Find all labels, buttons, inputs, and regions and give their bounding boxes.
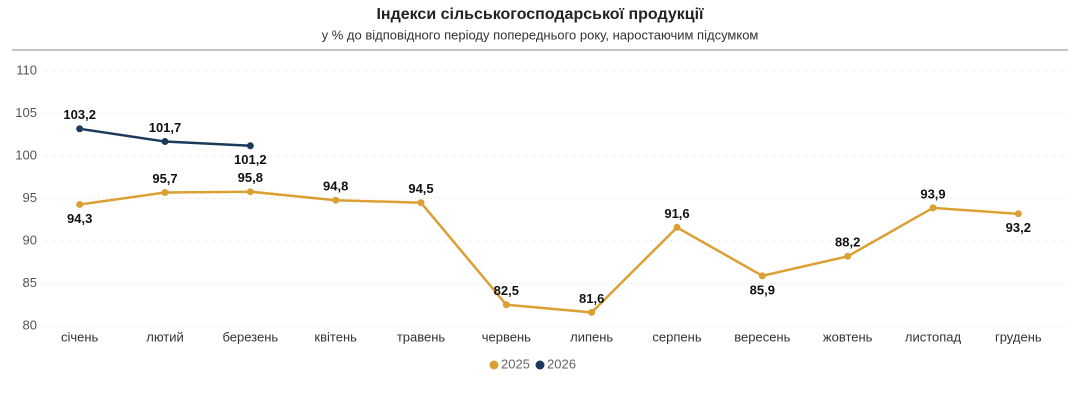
data-label: 88,2 xyxy=(835,235,860,250)
data-label: 93,9 xyxy=(920,186,945,201)
data-point xyxy=(844,252,852,260)
data-point xyxy=(417,199,425,207)
data-label: 95,8 xyxy=(238,170,263,185)
data-point xyxy=(588,308,596,316)
series-line xyxy=(79,190,1019,314)
y-tick-label: 85 xyxy=(23,275,37,290)
data-label: 81,6 xyxy=(579,291,604,306)
legend-marker xyxy=(489,360,499,370)
data-point xyxy=(161,138,169,146)
legend-marker xyxy=(535,360,545,370)
data-label: 94,8 xyxy=(323,179,348,194)
x-tick-label: серпень xyxy=(652,329,701,344)
data-label: 103,2 xyxy=(63,107,96,122)
data-label: 95,7 xyxy=(152,171,177,186)
data-point xyxy=(1014,210,1022,218)
data-point xyxy=(246,142,254,150)
y-tick-label: 90 xyxy=(23,232,37,247)
y-tick-label: 95 xyxy=(23,190,37,205)
data-point xyxy=(76,125,84,133)
data-label: 101,7 xyxy=(149,120,182,135)
x-tick-label: січень xyxy=(61,329,99,344)
data-label: 91,6 xyxy=(664,206,689,221)
data-point xyxy=(332,196,340,204)
x-tick-label: лютий xyxy=(146,329,184,344)
data-label: 101,2 xyxy=(234,152,267,167)
data-point xyxy=(246,188,254,196)
data-point xyxy=(758,272,766,280)
y-tick-label: 100 xyxy=(15,147,37,162)
legend-label: 2026 xyxy=(547,356,576,371)
y-tick-label: 80 xyxy=(23,317,37,332)
x-tick-label: березень xyxy=(222,329,278,344)
y-tick-label: 110 xyxy=(16,62,37,77)
data-label: 85,9 xyxy=(750,282,775,297)
x-tick-label: квітень xyxy=(314,329,357,344)
legend-label: 2025 xyxy=(501,356,530,371)
y-tick-label: 105 xyxy=(15,105,37,120)
x-tick-label: грудень xyxy=(995,329,1042,344)
data-label: 94,5 xyxy=(408,181,433,196)
data-label: 82,5 xyxy=(494,283,519,298)
chart-title: Індекси сільськогосподарської продукції xyxy=(376,6,704,23)
data-label: 93,2 xyxy=(1006,220,1031,235)
x-tick-label: травень xyxy=(397,329,446,344)
data-point xyxy=(673,223,681,231)
x-tick-label: вересень xyxy=(734,329,790,344)
x-tick-label: жовтень xyxy=(823,329,873,344)
x-tick-label: липень xyxy=(570,329,613,344)
chart-subtitle: у % до відповідного періоду попереднього… xyxy=(322,27,759,42)
data-point xyxy=(161,189,169,197)
x-tick-label: листопад xyxy=(905,329,962,344)
data-point xyxy=(929,204,937,212)
data-point xyxy=(502,301,510,309)
x-tick-label: червень xyxy=(482,329,531,344)
data-point xyxy=(76,200,84,208)
data-label: 94,3 xyxy=(67,211,92,226)
